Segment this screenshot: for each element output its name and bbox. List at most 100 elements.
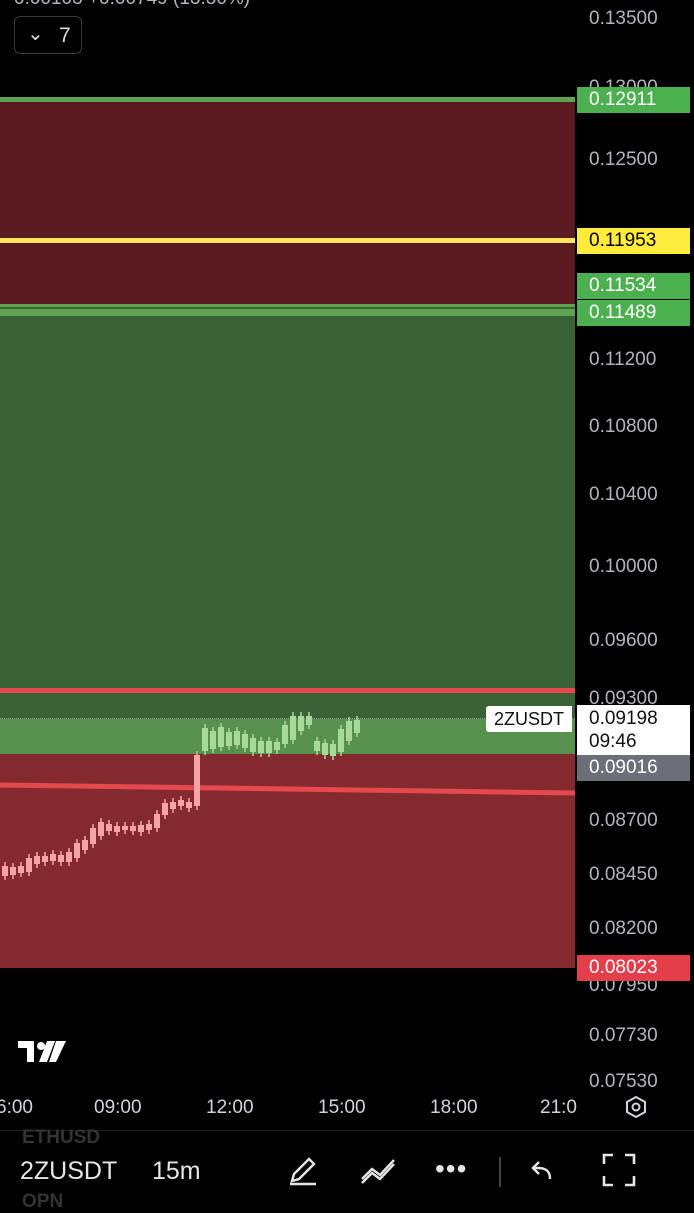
candle-body	[130, 826, 136, 831]
price-tick: 0.08700	[589, 810, 658, 831]
chart-settings-gear-icon[interactable]	[624, 1095, 648, 1119]
toolbar-divider	[499, 1157, 501, 1187]
level-line-1[interactable]	[0, 97, 575, 102]
last-price: 0.09198	[589, 708, 658, 729]
candle-body	[122, 826, 128, 830]
fullscreen-icon[interactable]	[602, 1153, 636, 1192]
indicators-toggle-button[interactable]: ⌄ 7	[14, 16, 82, 54]
price-tick: 0.11200	[589, 349, 657, 370]
time-label: 18:00	[430, 1097, 478, 1118]
candle-body	[138, 825, 144, 832]
candle-body	[322, 743, 328, 755]
pen-draw-icon[interactable]	[286, 1153, 320, 1192]
chevron-down-icon: ⌄	[27, 23, 44, 45]
level-line-2[interactable]	[0, 238, 575, 243]
last-price-dotted-line	[0, 718, 575, 719]
candle-body	[146, 824, 152, 830]
faded-symbol-top: ETHUSD	[22, 1127, 101, 1148]
faded-symbol-bottom: OPN	[22, 1191, 64, 1212]
candle-body	[314, 741, 320, 751]
candle-body	[346, 721, 352, 741]
candle-body	[98, 822, 104, 836]
symbol-button[interactable]: 2ZUSDT	[20, 1157, 118, 1185]
candle-body	[42, 856, 48, 862]
candle-body	[290, 716, 296, 740]
price-tick: 0.12500	[589, 149, 658, 170]
level-tag-5: 0.09016	[577, 755, 690, 781]
candle-body	[10, 867, 16, 875]
indicator-count: 7	[59, 24, 71, 47]
price-tick: 0.13500	[589, 8, 658, 29]
price-tick: 0.10800	[589, 416, 658, 437]
level-tag-3: 0.11534	[577, 273, 690, 299]
trend-line	[0, 782, 575, 796]
level-tag-2: 0.11953	[577, 228, 690, 254]
candle-body	[266, 741, 272, 753]
interval-button[interactable]: 15m	[152, 1157, 201, 1185]
candle-body	[202, 728, 208, 751]
candle-body	[330, 744, 336, 756]
time-label: 12:00	[206, 1097, 254, 1118]
symbol-tag: 2ZUSDT	[486, 706, 573, 732]
upper-red-zone	[0, 102, 575, 307]
green-zone	[0, 307, 575, 754]
candle-body	[186, 802, 192, 808]
time-label: 09:00	[94, 1097, 142, 1118]
price-tick: 0.07730	[589, 1025, 658, 1046]
candlestick-series	[0, 712, 575, 880]
candle-body	[34, 856, 40, 864]
level-line-4[interactable]	[0, 309, 575, 316]
candle-body	[82, 840, 88, 850]
bottom-toolbar: ETHUSD OPN 2ZUSDT 15m •••	[0, 1127, 694, 1212]
red-level-line[interactable]	[0, 688, 575, 693]
candle-body	[66, 852, 72, 862]
candle-body	[194, 755, 200, 806]
undo-icon[interactable]	[528, 1157, 556, 1190]
candle-body	[170, 802, 176, 809]
time-label: 21:0	[540, 1097, 577, 1118]
candle-body	[50, 854, 56, 861]
candle-body	[250, 738, 256, 752]
candle-body	[106, 824, 112, 831]
price-axis[interactable]: 0.13500 0.13000 0.12500 0.11200 0.10800 …	[575, 0, 694, 1092]
trend-tools-icon[interactable]	[360, 1155, 396, 1190]
candle-body	[26, 858, 32, 872]
price-tick: 0.10000	[589, 556, 658, 577]
more-options-icon[interactable]: •••	[435, 1153, 468, 1184]
price-tick: 0.07530	[589, 1071, 658, 1092]
candle-body	[162, 803, 168, 815]
candle-body	[210, 731, 216, 749]
candle-body	[226, 732, 232, 746]
candle-body	[74, 843, 80, 858]
time-label: 15:00	[318, 1097, 366, 1118]
time-axis[interactable]: 6:00 09:00 12:00 15:00 18:00 21:0	[0, 1085, 694, 1130]
candle-body	[338, 729, 344, 752]
candle-body	[154, 814, 160, 828]
chart-plot-area[interactable]: ⌄ 7 0.00103 +0.00749 (13.30%)	[0, 0, 575, 1085]
candle-body	[18, 866, 24, 873]
price-tick: 0.08200	[589, 918, 658, 939]
candle-body	[242, 734, 248, 748]
candle-body	[90, 828, 96, 844]
level-tag-4: 0.11489	[577, 300, 690, 326]
level-line-3[interactable]	[0, 304, 575, 307]
time-label: 6:00	[0, 1097, 33, 1118]
candle-body	[234, 731, 240, 745]
level-tag-1: 0.12911	[577, 87, 690, 113]
candle-body	[274, 742, 280, 750]
header-cut-text: 0.00103 +0.00749 (13.30%)	[14, 0, 250, 10]
candle-body	[258, 741, 264, 753]
candle-body	[298, 716, 304, 731]
price-tick: 0.08450	[589, 864, 658, 885]
price-tick: 0.10400	[589, 484, 658, 505]
tradingview-logo	[18, 1038, 68, 1066]
candle-body	[306, 716, 312, 725]
candle-body	[282, 725, 288, 744]
level-tag-6: 0.08023	[577, 955, 690, 981]
price-tick: 0.09600	[589, 630, 658, 651]
candle-body	[354, 720, 360, 733]
last-price-tag: 0.09198 09:46	[577, 705, 690, 755]
candle-body	[2, 866, 8, 876]
candle-body	[218, 727, 224, 747]
price-tick: 0.09300	[589, 688, 658, 709]
